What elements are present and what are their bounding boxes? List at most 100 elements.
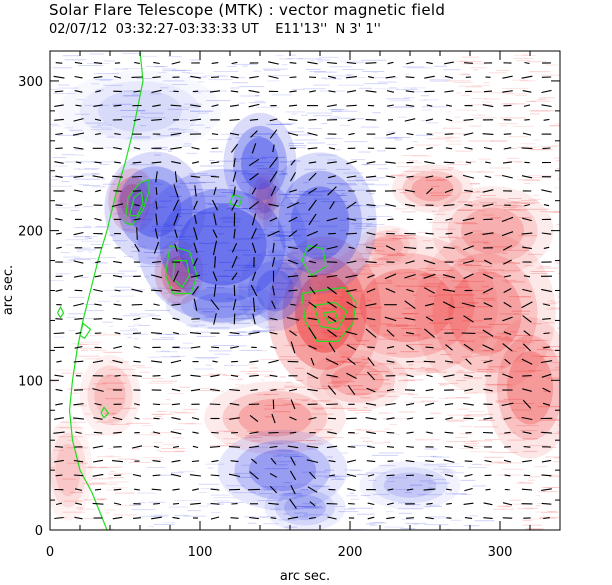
noise-streak xyxy=(153,524,175,525)
field-vector xyxy=(482,104,494,108)
field-vector xyxy=(95,90,101,93)
noise-streak xyxy=(464,392,478,394)
field-vector xyxy=(541,89,552,94)
noise-streak xyxy=(123,206,143,208)
noise-streak xyxy=(248,173,274,175)
noise-streak xyxy=(260,202,283,204)
noise-streak xyxy=(376,258,390,260)
noise-streak xyxy=(136,367,152,369)
noise-streak xyxy=(549,476,560,478)
noise-streak xyxy=(532,323,543,325)
noise-streak xyxy=(320,437,344,439)
noise-streak xyxy=(277,450,294,452)
noise-streak xyxy=(427,516,446,518)
noise-streak xyxy=(354,429,361,431)
noise-streak xyxy=(151,515,168,517)
noise-streak xyxy=(439,384,445,386)
noise-streak xyxy=(230,364,249,366)
noise-streak xyxy=(109,234,116,236)
noise-streak xyxy=(383,334,396,336)
noise-streak xyxy=(393,367,414,369)
field-vector xyxy=(112,317,123,320)
noise-streak xyxy=(272,411,291,413)
noise-streak xyxy=(80,343,99,345)
noise-streak xyxy=(493,337,512,339)
noise-streak xyxy=(166,399,171,401)
field-vector xyxy=(248,331,260,335)
noise-streak xyxy=(307,377,321,379)
noise-streak xyxy=(550,433,560,435)
field-vector xyxy=(288,246,298,250)
noise-streak xyxy=(196,81,205,83)
noise-streak xyxy=(172,302,181,304)
noise-streak xyxy=(324,78,342,80)
field-vector xyxy=(192,285,199,296)
field-vector xyxy=(522,315,532,323)
noise-streak xyxy=(480,360,488,361)
noise-streak xyxy=(369,193,375,195)
noise-streak xyxy=(231,106,238,108)
noise-streak xyxy=(446,441,465,443)
field-vector xyxy=(366,161,376,164)
noise-streak xyxy=(479,419,495,421)
noise-streak xyxy=(114,505,137,506)
field-vector xyxy=(426,431,433,434)
field-vector xyxy=(308,301,317,309)
noise-streak xyxy=(81,240,104,242)
noise-streak xyxy=(557,272,560,274)
noise-streak xyxy=(264,404,287,406)
noise-streak xyxy=(91,173,99,175)
noise-streak xyxy=(415,134,435,136)
field-vector xyxy=(463,315,474,323)
noise-streak xyxy=(461,444,477,446)
noise-streak xyxy=(217,445,242,447)
negative-polarity-region xyxy=(383,472,437,498)
field-vector xyxy=(483,502,493,506)
field-vector xyxy=(404,300,416,310)
noise-streak xyxy=(84,168,100,170)
noise-streak xyxy=(293,508,303,510)
noise-streak xyxy=(363,407,368,409)
field-vector xyxy=(270,185,277,197)
field-vector xyxy=(522,459,532,463)
field-vector xyxy=(442,289,456,292)
field-vector xyxy=(541,373,552,378)
noise-streak xyxy=(249,156,254,158)
field-vector xyxy=(307,61,318,65)
noise-streak xyxy=(228,334,252,336)
noise-streak xyxy=(237,286,261,288)
noise-streak xyxy=(182,131,199,133)
noise-streak xyxy=(530,100,550,102)
field-vector xyxy=(484,459,492,463)
negative-polarity-region xyxy=(275,489,335,526)
noise-streak xyxy=(522,450,538,452)
noise-streak xyxy=(62,55,80,57)
field-vector xyxy=(289,330,297,337)
noise-streak xyxy=(107,477,124,478)
field-vector xyxy=(229,118,240,121)
noise-streak xyxy=(341,356,352,358)
field-vector xyxy=(483,90,493,93)
noise-streak xyxy=(240,349,262,351)
noise-streak xyxy=(511,201,521,203)
field-vector xyxy=(483,359,493,364)
field-vector xyxy=(366,218,376,221)
noise-streak xyxy=(245,373,258,375)
noise-streak xyxy=(470,67,487,69)
field-vector xyxy=(151,317,162,321)
noise-streak xyxy=(409,361,427,363)
noise-streak xyxy=(397,188,406,190)
field-vector xyxy=(387,61,394,65)
noise-streak xyxy=(402,335,421,337)
field-vector xyxy=(503,301,512,308)
noise-streak xyxy=(506,93,528,95)
field-vector xyxy=(152,104,161,107)
noise-streak xyxy=(458,264,472,266)
noise-streak xyxy=(247,522,257,524)
noise-streak xyxy=(141,204,155,206)
noise-streak xyxy=(469,326,492,328)
field-vector xyxy=(210,474,220,477)
noise-streak xyxy=(194,308,218,310)
noise-streak xyxy=(97,257,116,258)
